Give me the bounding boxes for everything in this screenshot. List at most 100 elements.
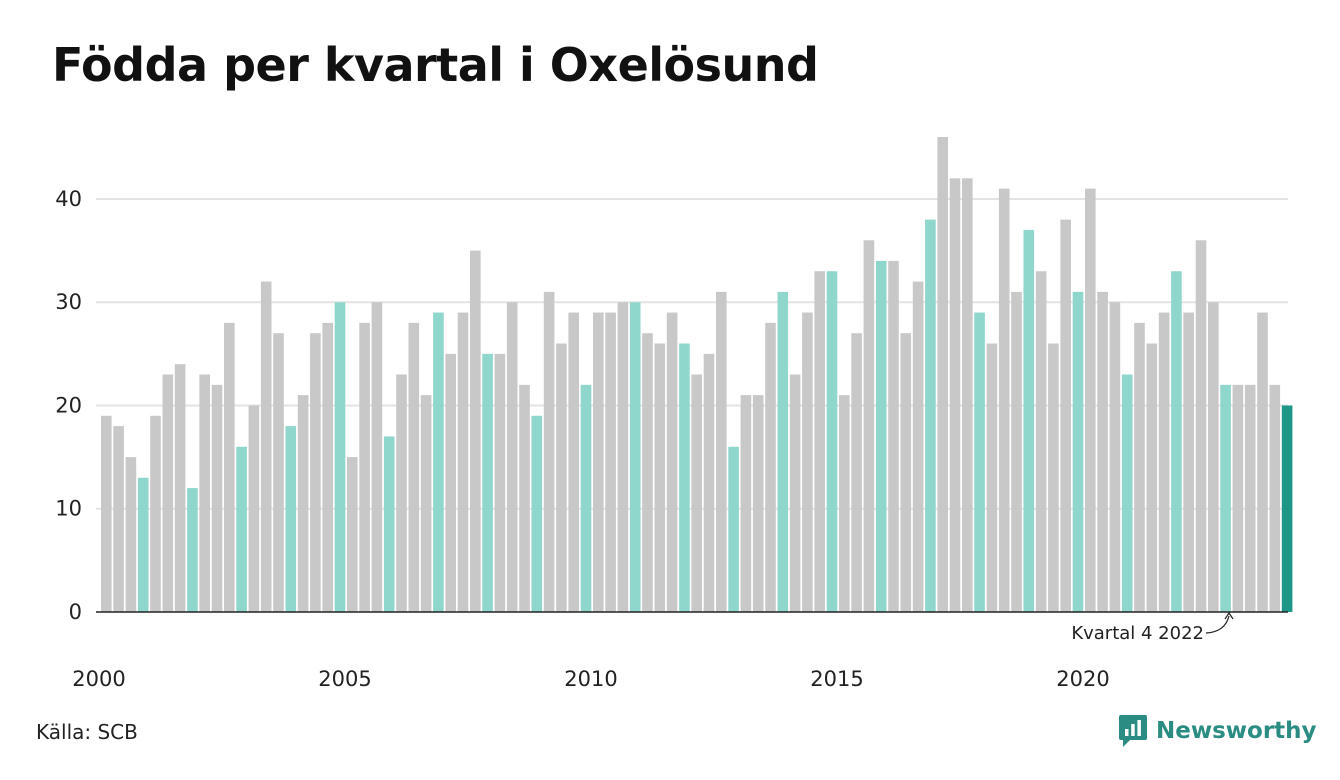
bar — [420, 395, 432, 612]
x-axis-ticks: 2000 2005 2010 2015 2020 — [72, 667, 1109, 691]
bar — [519, 384, 530, 612]
bar — [113, 426, 124, 612]
bar-current — [1281, 405, 1293, 612]
bar — [1146, 343, 1158, 612]
bar — [162, 374, 174, 612]
bar — [211, 384, 223, 612]
bar — [285, 426, 297, 612]
bar — [568, 312, 579, 612]
bar — [396, 374, 407, 612]
chart-title: Födda per kvartal i Oxelösund — [52, 38, 819, 92]
x-tick-label: 2020 — [1056, 667, 1109, 691]
x-tick-label: 2000 — [72, 667, 125, 691]
bar — [765, 322, 776, 612]
bars — [101, 137, 1293, 613]
bar — [949, 178, 961, 613]
bar — [359, 322, 370, 612]
y-tick-label: 30 — [55, 290, 82, 314]
bar — [137, 477, 149, 612]
y-tick-label: 40 — [55, 187, 82, 211]
bar — [986, 343, 998, 612]
bar — [752, 395, 764, 612]
x-tick-label: 2015 — [810, 667, 863, 691]
bar — [654, 343, 666, 612]
bar — [1060, 219, 1071, 613]
brand-name: Newsworthy — [1156, 718, 1317, 744]
bar — [408, 322, 420, 612]
bar — [187, 488, 198, 612]
bar — [826, 271, 838, 612]
x-tick-label: 2005 — [318, 667, 371, 691]
bar — [691, 374, 702, 612]
bar — [1158, 312, 1170, 612]
bar — [1244, 384, 1256, 612]
bar — [740, 395, 752, 612]
bar — [470, 250, 481, 612]
bar — [998, 188, 1010, 612]
bar — [1011, 291, 1022, 612]
annotation-arrowhead — [1224, 611, 1234, 620]
bar — [383, 436, 395, 612]
bar — [101, 415, 112, 612]
bar — [433, 312, 444, 612]
bar — [199, 374, 210, 612]
bar — [666, 312, 678, 612]
bar — [789, 374, 801, 612]
bar — [150, 415, 161, 612]
source-note: Källa: SCB — [36, 720, 138, 744]
bar — [310, 333, 321, 612]
bar — [925, 219, 936, 613]
bar — [912, 281, 924, 612]
bar — [506, 302, 518, 612]
bar — [457, 312, 469, 612]
bar — [297, 395, 309, 612]
chart-bubble-icon — [1119, 715, 1147, 747]
bar — [962, 178, 973, 613]
y-tick-label: 0 — [69, 600, 82, 624]
bar — [1023, 229, 1035, 612]
bar — [543, 291, 555, 612]
bar — [593, 312, 604, 612]
bar — [703, 353, 715, 612]
bar — [642, 333, 653, 612]
bar — [580, 384, 592, 612]
bar — [1048, 343, 1059, 612]
bar — [236, 446, 247, 612]
bar — [728, 446, 739, 612]
bar — [322, 322, 333, 612]
bar — [445, 353, 456, 612]
bar — [814, 271, 825, 612]
bar — [1208, 302, 1219, 612]
bar — [777, 291, 789, 612]
bar — [371, 302, 383, 612]
bar — [900, 333, 912, 612]
bar — [1171, 271, 1182, 612]
bar — [1109, 302, 1121, 612]
bar — [1134, 322, 1145, 612]
bar — [1220, 384, 1231, 612]
bar — [1085, 188, 1096, 612]
annotation-arrow — [1205, 615, 1230, 634]
bar — [605, 312, 616, 612]
bar — [347, 457, 358, 612]
bar — [174, 364, 186, 612]
bar — [802, 312, 813, 612]
bar — [1072, 291, 1084, 612]
bar — [629, 302, 641, 612]
bar — [1269, 384, 1281, 612]
bar — [937, 137, 948, 612]
bar — [248, 405, 260, 612]
y-tick-label: 10 — [55, 497, 82, 521]
annotation-label: Kvartal 4 2022 — [1071, 623, 1204, 644]
bar — [875, 260, 887, 612]
brand-logo[interactable]: Newsworthy — [1118, 714, 1317, 748]
bar — [334, 302, 346, 612]
bar — [974, 312, 985, 612]
bar — [482, 353, 493, 612]
bar — [617, 302, 629, 612]
bar — [716, 291, 727, 612]
bar — [679, 343, 690, 612]
bar — [839, 395, 850, 612]
bar — [556, 343, 567, 612]
